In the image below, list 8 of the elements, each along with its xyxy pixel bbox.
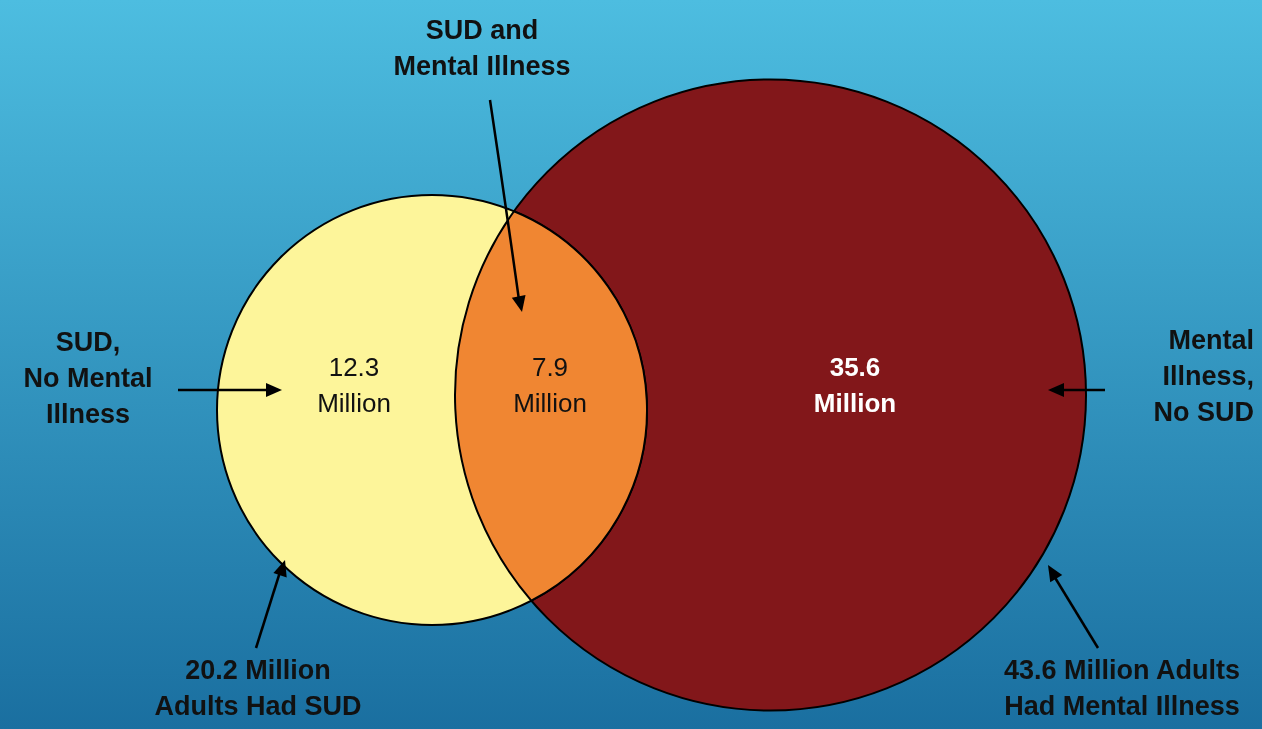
category-label: SUD, No Mental Illness xyxy=(23,327,153,430)
category-label: Mental Illness, No SUD xyxy=(1153,325,1254,428)
text: 20.2 Million Adults Had SUD xyxy=(154,655,362,722)
category-label: SUD and Mental Illness xyxy=(393,15,571,82)
data-label: 7.9 Million xyxy=(513,351,587,418)
data-label: 35.6 Million xyxy=(813,351,897,418)
data-label: 12.3 Million xyxy=(317,351,391,418)
text: 43.6 Million Adults Had Mental Illness xyxy=(1003,655,1241,722)
